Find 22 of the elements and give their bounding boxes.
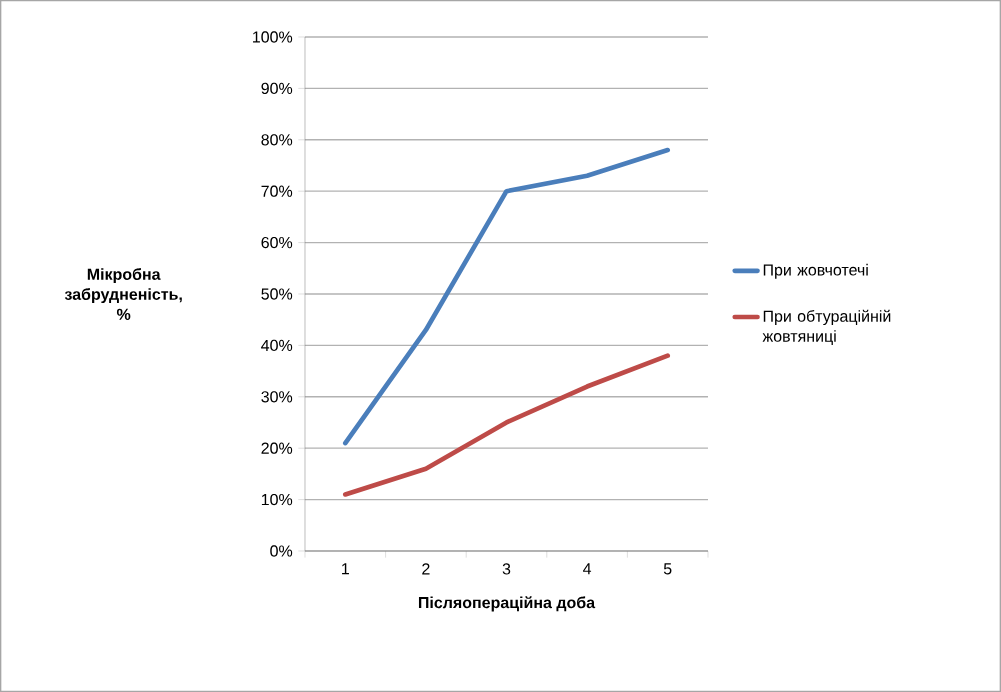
x-tick-label: 1 [342,563,349,575]
y-tick-label: 40% [261,339,293,352]
legend-label: При обтураційній жовтяниці [762,309,891,345]
y-tick-label: 20% [261,442,293,454]
x-tick-label: 2 [422,563,430,575]
y-tick-label: 60% [261,236,293,249]
x-tick-label: 5 [663,563,672,575]
x-axis-title: Післяопераційна доба [418,596,596,612]
y-tick-label: 80% [261,134,293,146]
y-tick-label: 70% [261,185,293,197]
y-tick-label: 0% [270,545,293,557]
y-tick-label: 30% [261,391,293,403]
y-tick-label: 90% [261,82,293,95]
y-axis-title: Мікробна забрудненість, % [64,268,182,320]
line-series [342,147,671,446]
y-tick-label: 50% [261,288,293,300]
y-tick-label: 10% [261,493,293,506]
line-series [342,353,671,497]
x-tick-label: 4 [583,563,592,575]
legend-label: При жовчотечі [763,263,868,279]
x-tick-label: 3 [502,563,511,575]
y-tick-label: 100% [253,31,293,43]
